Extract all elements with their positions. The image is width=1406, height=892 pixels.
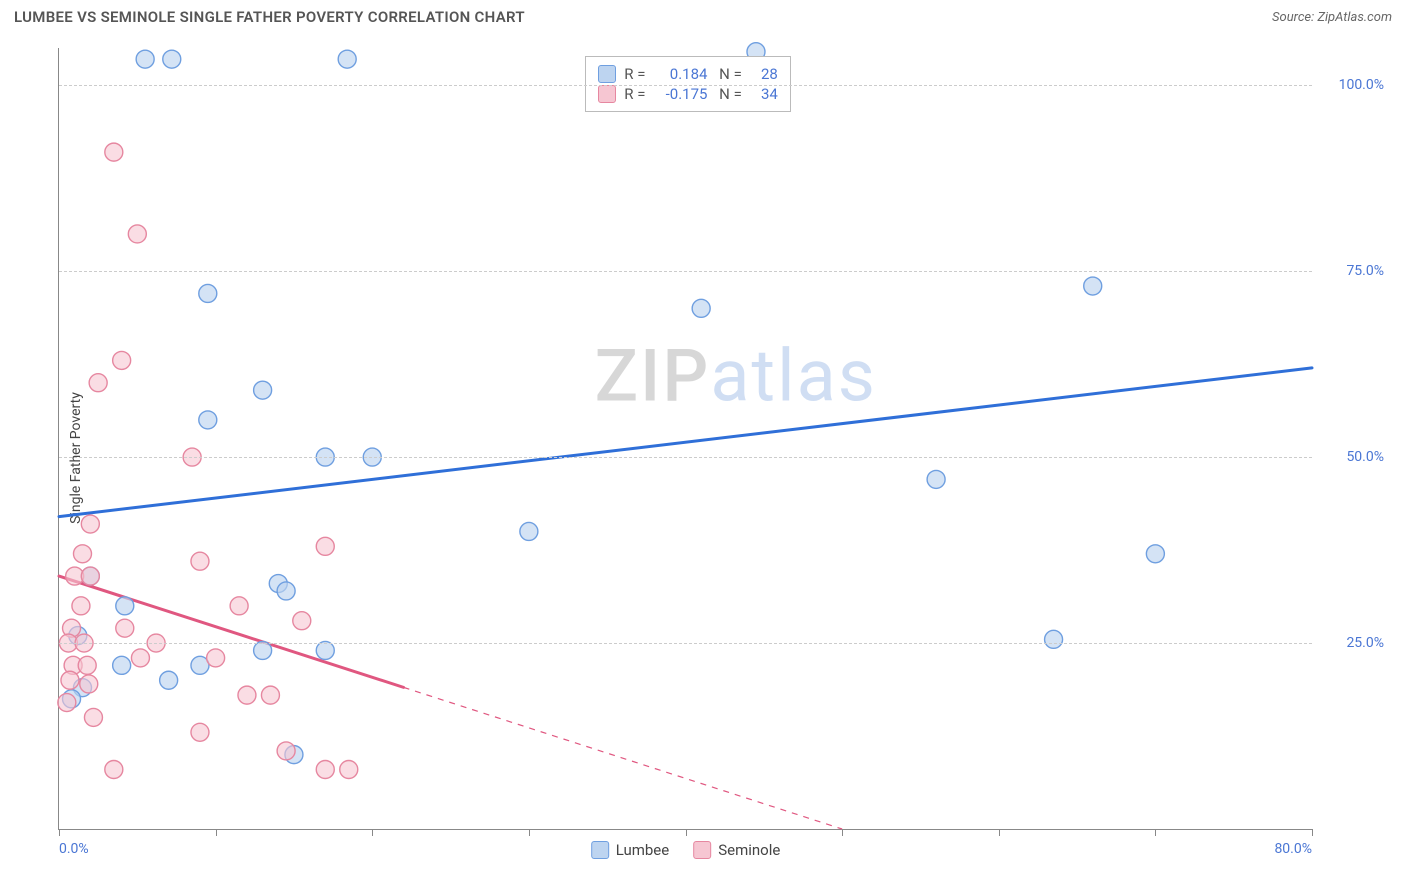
data-point (254, 641, 272, 659)
plot-area: ZIPatlas R =0.184 N =28R =-0.175 N =34 L… (58, 48, 1312, 830)
x-tick (216, 829, 217, 836)
legend-item: Seminole (693, 841, 780, 859)
series-legend: Lumbee Seminole (591, 841, 781, 859)
x-tick (999, 829, 1000, 836)
n-value: 34 (750, 85, 778, 103)
data-point (191, 552, 209, 570)
y-tick-label: 75.0% (1320, 263, 1384, 279)
legend-label: Lumbee (616, 841, 670, 859)
data-point (927, 470, 945, 488)
legend-swatch (693, 841, 711, 859)
data-point (338, 50, 356, 68)
data-point (163, 50, 181, 68)
data-point (105, 143, 123, 161)
data-point (277, 742, 295, 760)
data-point (520, 522, 538, 540)
r-label: R = (624, 65, 645, 83)
data-point (316, 760, 334, 778)
series-swatch (598, 85, 616, 103)
data-point (254, 381, 272, 399)
x-tick (1155, 829, 1156, 836)
data-point (316, 537, 334, 555)
data-point (61, 671, 79, 689)
r-value: -0.175 (653, 85, 707, 103)
source-name: ZipAtlas.com (1317, 10, 1392, 25)
data-point (105, 760, 123, 778)
data-point (238, 686, 256, 704)
data-point (293, 612, 311, 630)
data-point (199, 284, 217, 302)
x-tick (529, 829, 530, 836)
r-label: R = (624, 85, 645, 103)
n-label: N = (715, 85, 741, 103)
x-tick-label: 80.0% (1274, 841, 1312, 857)
trend-line (59, 368, 1312, 517)
data-point (116, 597, 134, 615)
data-point (191, 723, 209, 741)
x-tick (59, 829, 60, 836)
data-point (113, 351, 131, 369)
data-point (1084, 277, 1102, 295)
n-value: 28 (750, 65, 778, 83)
data-point (116, 619, 134, 637)
data-point (89, 374, 107, 392)
data-point (277, 582, 295, 600)
y-tick-label: 25.0% (1320, 635, 1384, 651)
data-point (131, 649, 149, 667)
data-point (692, 299, 710, 317)
trend-line-extrapolated (404, 687, 843, 829)
gridline-h (59, 271, 1312, 272)
chart-title: LUMBEE VS SEMINOLE SINGLE FATHER POVERTY… (14, 8, 525, 26)
gridline-h (59, 643, 1312, 644)
x-tick (1312, 829, 1313, 836)
legend-swatch (591, 841, 609, 859)
gridline-h (59, 457, 1312, 458)
r-value: 0.184 (653, 65, 707, 83)
data-point (73, 545, 91, 563)
data-point (230, 597, 248, 615)
data-point (160, 671, 178, 689)
source-prefix: Source: (1272, 10, 1317, 25)
data-point (136, 50, 154, 68)
data-point (80, 675, 98, 693)
data-point (78, 656, 96, 674)
data-point (340, 760, 358, 778)
correlation-row: R = -0.175 N = 34 (598, 85, 778, 103)
plot-svg (59, 48, 1312, 829)
data-point (207, 649, 225, 667)
data-point (261, 686, 279, 704)
data-point (1045, 630, 1063, 648)
data-point (84, 708, 102, 726)
chart-container: Single Father Poverty ZIPatlas R =0.184 … (14, 38, 1392, 878)
y-tick-label: 50.0% (1320, 449, 1384, 465)
correlation-row: R = 0.184 N = 28 (598, 65, 778, 83)
n-label: N = (715, 65, 741, 83)
trend-line (59, 576, 404, 687)
source-attribution: Source: ZipAtlas.com (1272, 10, 1392, 25)
data-point (199, 411, 217, 429)
data-point (316, 641, 334, 659)
x-tick (372, 829, 373, 836)
y-tick-label: 100.0% (1320, 77, 1384, 93)
series-swatch (598, 65, 616, 83)
data-point (81, 567, 99, 585)
data-point (113, 656, 131, 674)
data-point (1146, 545, 1164, 563)
data-point (72, 597, 90, 615)
data-point (128, 225, 146, 243)
correlation-legend: R = 0.184 N = 28 R = -0.175 N = 34 (585, 56, 791, 112)
data-point (58, 694, 76, 712)
legend-label: Seminole (718, 841, 780, 859)
x-tick (842, 829, 843, 836)
x-tick-label: 0.0% (59, 841, 89, 857)
data-point (81, 515, 99, 533)
gridline-h (59, 85, 1312, 86)
x-tick (686, 829, 687, 836)
legend-item: Lumbee (591, 841, 670, 859)
